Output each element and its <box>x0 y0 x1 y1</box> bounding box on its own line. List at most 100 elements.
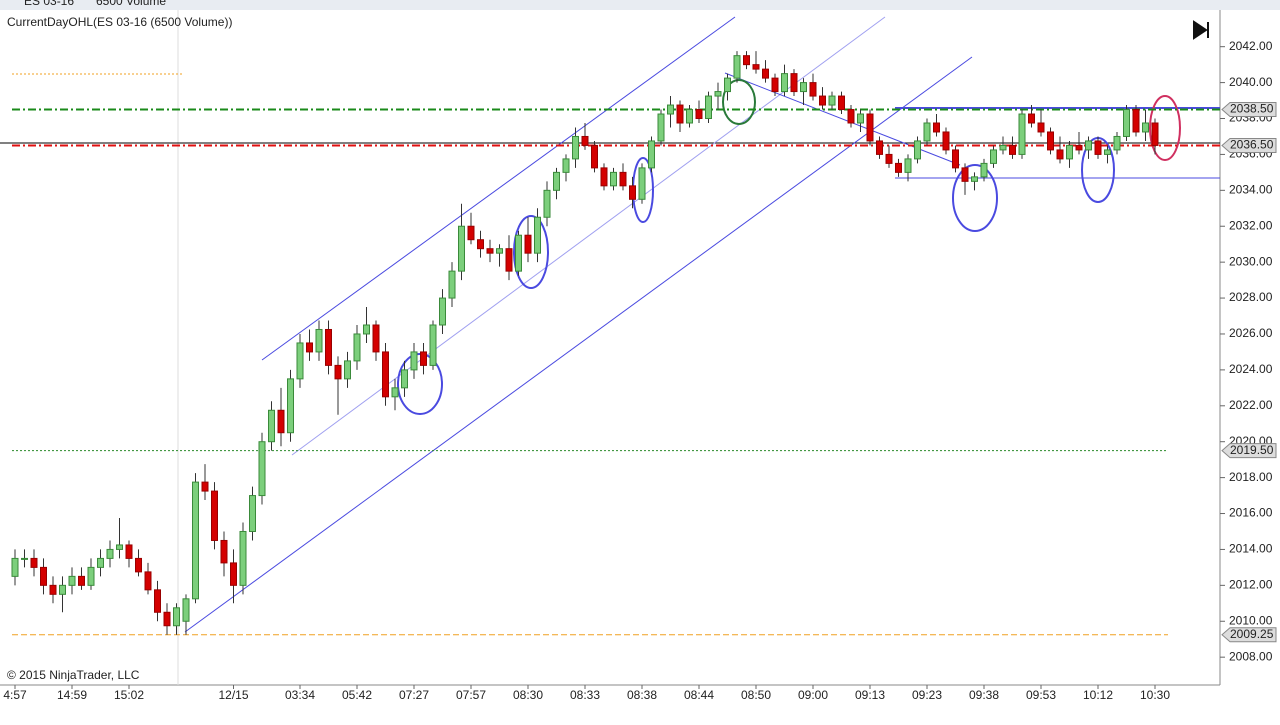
y-tick-label: 2034.00 <box>1229 182 1273 196</box>
candle-body <box>1123 109 1130 137</box>
level-label: 2038.50 <box>1230 102 1274 116</box>
candle-body <box>885 153 893 164</box>
x-tick-label: 09:53 <box>1026 688 1056 702</box>
candle-body <box>201 481 209 492</box>
y-tick-label: 2022.00 <box>1229 398 1273 412</box>
candle-body <box>220 539 228 564</box>
x-tick-label: 15:02 <box>114 688 144 702</box>
candle-body <box>733 55 741 79</box>
toolbar-instrument[interactable]: ES 03-16 <box>24 0 74 8</box>
x-tick-label: 09:38 <box>969 688 999 702</box>
candle-body <box>857 113 864 124</box>
candle-body <box>895 162 902 173</box>
y-tick-label: 2010.00 <box>1229 613 1273 627</box>
candle-body <box>524 234 532 254</box>
candle-body <box>942 131 950 151</box>
candle-body <box>315 328 323 353</box>
candle-body <box>258 441 266 497</box>
candle-body <box>277 409 285 434</box>
candle-body <box>154 589 161 613</box>
copyright: © 2015 NinjaTrader, LLC <box>7 668 140 682</box>
candle-body <box>933 122 940 133</box>
x-tick-label: 09:13 <box>855 688 885 702</box>
toolbar-period[interactable]: 6500 Volume <box>96 0 166 8</box>
candle-body <box>847 109 855 124</box>
candle-body <box>363 324 370 335</box>
candle-body <box>401 369 408 389</box>
x-tick-label: 03:34 <box>285 688 315 702</box>
candle-body <box>97 557 104 568</box>
candle-body <box>1047 131 1054 151</box>
y-tick-label: 2026.00 <box>1229 326 1273 340</box>
candle-body <box>116 544 123 550</box>
candle-body <box>572 135 579 160</box>
candle-body <box>999 144 1007 151</box>
y-tick-label: 2018.00 <box>1229 470 1273 484</box>
x-tick-label: 10:30 <box>1140 688 1170 702</box>
candle-body <box>762 68 769 79</box>
candle-body <box>1075 144 1083 151</box>
x-tick-label: 09:23 <box>912 688 942 702</box>
candle-body <box>1104 149 1111 155</box>
candle-body <box>296 342 304 380</box>
candle-body <box>961 167 969 182</box>
candle-body <box>581 135 589 146</box>
candle-body <box>68 575 76 586</box>
level-tag <box>1221 443 1277 459</box>
candle-body <box>372 324 380 353</box>
candle-body <box>667 104 674 115</box>
candle-body <box>534 216 541 254</box>
candle-body <box>40 566 47 586</box>
candle-body <box>971 176 978 182</box>
candle-body <box>923 122 931 142</box>
y-tick-label: 2042.00 <box>1229 39 1273 53</box>
candle-body <box>287 378 294 434</box>
candle-body <box>819 95 826 106</box>
scroll-end-button[interactable] <box>1193 20 1209 40</box>
candle-body <box>11 557 19 577</box>
candle-body <box>106 548 114 559</box>
candle-body <box>980 162 988 178</box>
candle-body <box>1151 122 1159 146</box>
candle-body <box>638 167 646 200</box>
y-tick-label: 2024.00 <box>1229 362 1273 376</box>
candle-body <box>182 598 190 622</box>
x-tick-label: 08:44 <box>684 688 714 702</box>
candle-body <box>1009 144 1016 155</box>
candle-body <box>771 77 779 93</box>
candle-body <box>268 409 275 443</box>
x-tick-label: 14:59 <box>57 688 87 702</box>
candle-body <box>1132 109 1140 133</box>
candle-body <box>1028 113 1035 124</box>
candle-body <box>334 364 342 380</box>
candle-body <box>1018 113 1026 155</box>
candle-body <box>211 490 218 541</box>
x-tick-label: 10:12 <box>1083 688 1113 702</box>
candle-body <box>173 607 180 627</box>
y-tick-label: 2008.00 <box>1229 649 1273 663</box>
candle-body <box>591 144 598 169</box>
candle-body <box>1066 144 1073 160</box>
candle-body <box>344 360 351 380</box>
level-tag <box>1221 137 1277 153</box>
candle-body <box>192 481 199 600</box>
candle-body <box>800 82 807 93</box>
candle-body <box>239 530 247 586</box>
candle-body <box>1037 122 1045 133</box>
candle-body <box>1085 140 1092 151</box>
candle-body <box>59 584 66 595</box>
level-tag <box>1221 627 1277 643</box>
candle-body <box>838 95 845 111</box>
candle-body <box>230 562 237 586</box>
candle-body <box>496 248 503 254</box>
candle-body <box>562 158 570 173</box>
candle-body <box>125 544 133 559</box>
x-tick-label: 07:57 <box>456 688 486 702</box>
candle-body <box>429 324 437 366</box>
x-tick-label: 07:27 <box>399 688 429 702</box>
x-tick-label: 08:50 <box>741 688 771 702</box>
candle-body <box>420 351 427 366</box>
candle-body <box>477 239 484 250</box>
